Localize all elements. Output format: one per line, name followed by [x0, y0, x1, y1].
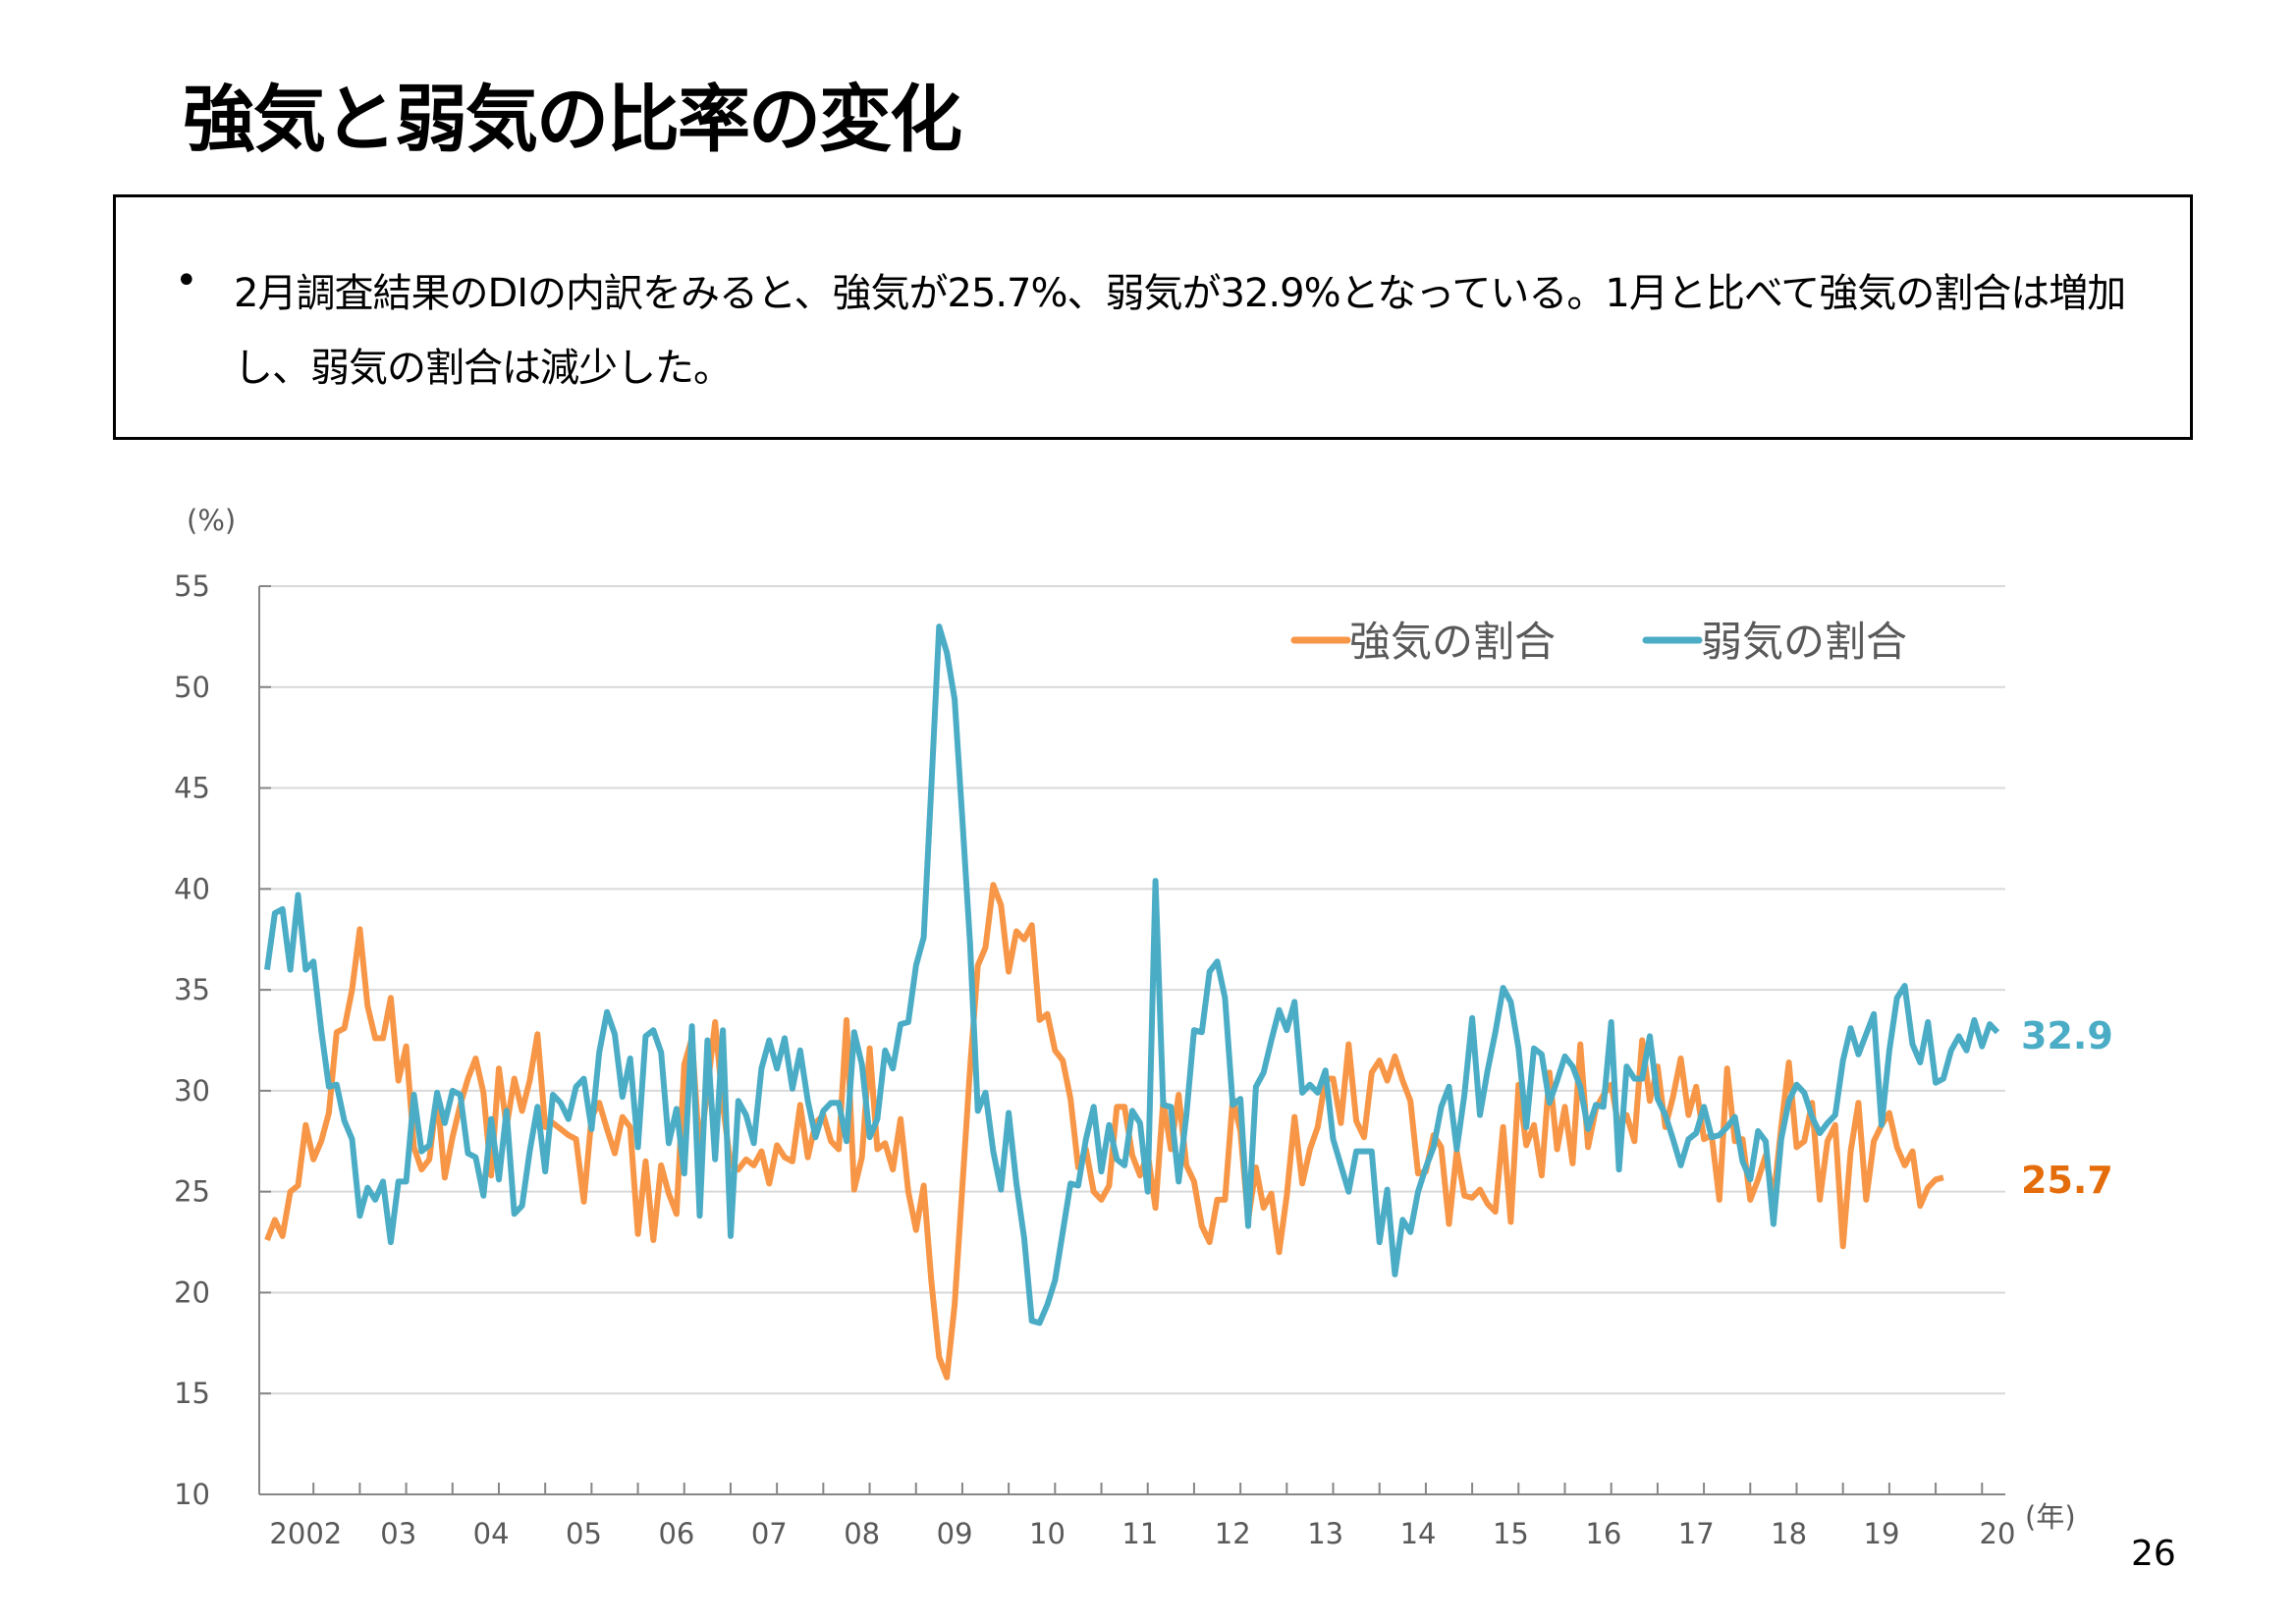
x-tick-label: 06: [658, 1517, 694, 1550]
series-line-weak: [264, 623, 2000, 1326]
summary-text: 2月調査結果のDIの内訳をみると、強気が25.7%、弱気が32.9%となっている…: [234, 271, 2126, 391]
x-tick-labels: 2002 03 04 05 06 07 08 09 10 11 12 13 14 15 16 17 18 19 20: [269, 1517, 2015, 1550]
x-tick-label: 19: [1864, 1517, 1900, 1550]
gridlines: [258, 585, 2005, 1495]
bullet-icon: •: [175, 258, 198, 303]
y-tick-label: 40: [174, 872, 210, 905]
y-tick-label: 15: [174, 1377, 210, 1410]
legend: 強気の割合 弱気の割合: [1290, 618, 1907, 666]
x-tick-label: 15: [1493, 1517, 1529, 1550]
y-tick-labels: 10 15 20 25 30 35 40 45 50 55: [174, 569, 210, 1511]
legend-label-strong: 強気の割合: [1349, 618, 1556, 666]
legend-label-weak: 弱気の割合: [1701, 618, 1907, 666]
x-tick-label: 10: [1029, 1517, 1066, 1550]
y-tick-label: 55: [174, 569, 210, 603]
x-tick-label: 03: [380, 1517, 416, 1550]
x-tick-label: 13: [1307, 1517, 1343, 1550]
x-tick-label: 08: [844, 1517, 880, 1550]
slide-title: 強気と弱気の比率の変化: [183, 78, 962, 162]
end-value-label-strong: 25.7: [2021, 1159, 2113, 1202]
x-tick-label: 07: [751, 1517, 788, 1550]
y-tick-label: 30: [174, 1074, 210, 1108]
x-tick-label: 12: [1215, 1517, 1251, 1550]
x-tick-label: 18: [1771, 1517, 1807, 1550]
x-axis-ticks: [312, 1483, 1984, 1494]
x-tick-label: 04: [473, 1517, 510, 1550]
y-axis-unit-label: (%): [187, 504, 236, 537]
x-tick-label: 16: [1585, 1517, 1621, 1550]
x-axis-unit-label: (年): [2025, 1500, 2076, 1534]
summary-box: • 2月調査結果のDIの内訳をみると、強気が25.7%、弱気が32.9%となって…: [113, 194, 2193, 440]
y-tick-label: 20: [174, 1275, 210, 1309]
page-number: 26: [2131, 1534, 2176, 1574]
x-tick-label: 17: [1678, 1517, 1715, 1550]
x-tick-label: 05: [566, 1517, 602, 1550]
y-tick-label: 45: [174, 772, 210, 805]
y-tick-label: 25: [174, 1175, 210, 1209]
y-tick-label: 50: [174, 671, 210, 704]
x-tick-label: 11: [1121, 1517, 1158, 1550]
x-tick-label: 14: [1400, 1517, 1437, 1550]
x-tick-label: 2002: [269, 1517, 342, 1550]
x-tick-label: 09: [937, 1517, 973, 1550]
y-tick-label: 35: [174, 973, 210, 1006]
end-value-label-weak: 32.9: [2021, 1014, 2113, 1057]
y-tick-label: 10: [174, 1478, 210, 1511]
x-tick-label: 20: [1980, 1517, 2016, 1550]
